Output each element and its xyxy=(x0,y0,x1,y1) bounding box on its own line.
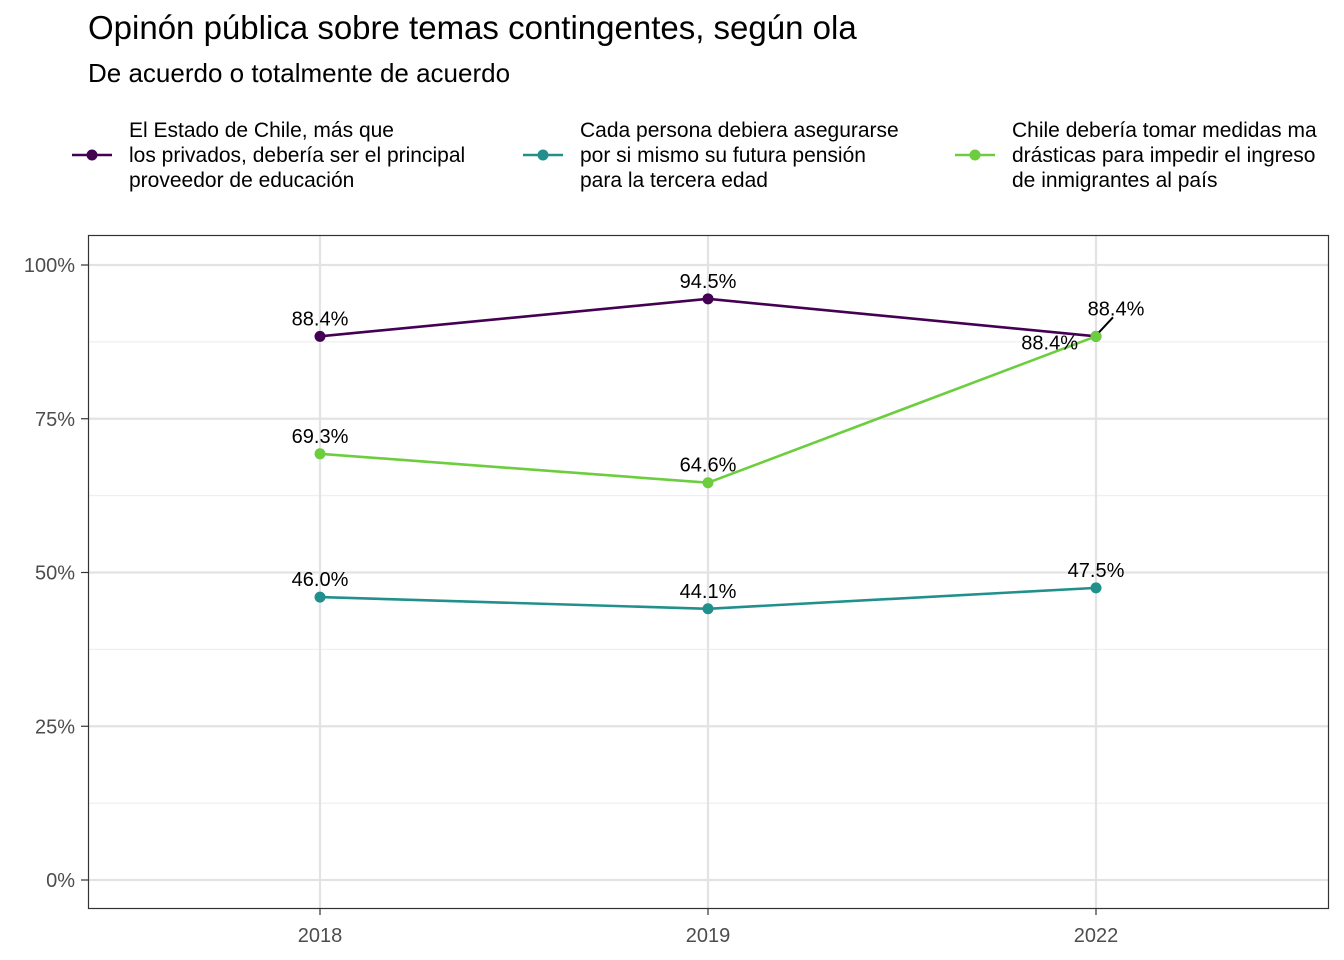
y-tick-label: 50% xyxy=(35,563,75,585)
data-label: 88.4% xyxy=(292,308,349,330)
series-layer: 88.4% 94.5% 88.4% 46.0% 44.1% 47.5% 69.3% 64.6%… xyxy=(292,271,1145,615)
legend-label: proveedor de educación xyxy=(129,169,354,192)
legend-label: de inmigrantes al país xyxy=(1012,169,1217,192)
y-tick-label: 100% xyxy=(24,255,75,277)
legend-key-point xyxy=(537,149,549,161)
data-point xyxy=(1090,330,1102,342)
data-label: 44.1% xyxy=(680,581,737,603)
data-point xyxy=(314,330,326,342)
x-tick-label: 2019 xyxy=(686,925,731,947)
legend-label: los privados, debería ser el principal xyxy=(129,144,465,167)
data-point xyxy=(702,603,714,615)
axes: 0% 25% 50% 75% 100% 2018 2019 2022 xyxy=(24,255,1118,947)
legend-label: para la tercera edad xyxy=(580,169,768,192)
data-label: 64.6% xyxy=(680,455,737,477)
legend-key-point xyxy=(86,149,98,161)
legend-item: Chile debería tomar medidas madrásticas … xyxy=(955,119,1317,192)
grid xyxy=(88,235,1328,908)
data-point xyxy=(1090,582,1102,594)
legend-key-point xyxy=(969,149,981,161)
chart-title: Opinón pública sobre temas contingentes,… xyxy=(88,9,857,46)
legend-label: Chile debería tomar medidas ma xyxy=(1012,119,1317,142)
plot-border xyxy=(87,234,1330,910)
x-tick-label: 2022 xyxy=(1074,925,1119,947)
legend-label: Cada persona debiera asegurarse xyxy=(580,119,899,142)
y-tick-label: 75% xyxy=(35,409,75,431)
y-tick-label: 25% xyxy=(35,716,75,738)
data-label: 94.5% xyxy=(680,271,737,293)
y-tick-label: 0% xyxy=(46,870,75,892)
data-point xyxy=(314,591,326,603)
legend-label: El Estado de Chile, más que xyxy=(129,119,394,142)
data-label: 88.4% xyxy=(1021,332,1078,354)
data-label: 69.3% xyxy=(292,426,349,448)
data-point xyxy=(702,293,714,305)
legend-label: por si mismo su futura pensión xyxy=(580,144,866,167)
chart-subtitle: De acuerdo o totalmente de acuerdo xyxy=(88,58,510,88)
data-label: 46.0% xyxy=(292,569,349,591)
data-label: 47.5% xyxy=(1068,560,1125,582)
data-label: 88.4% xyxy=(1088,298,1145,320)
label-leader-line xyxy=(1098,316,1114,334)
x-tick-label: 2018 xyxy=(298,925,343,947)
data-point xyxy=(702,477,714,489)
legend-label: drásticas para impedir el ingreso xyxy=(1012,144,1315,167)
data-point xyxy=(314,448,326,460)
